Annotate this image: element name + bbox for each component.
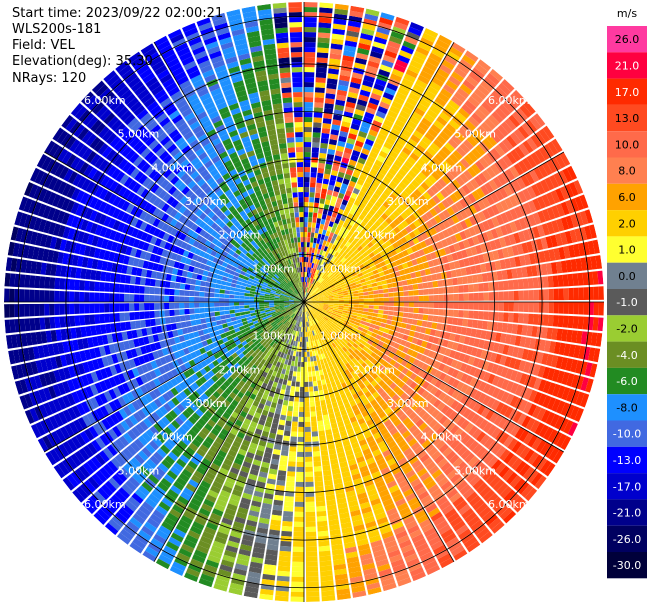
colorbar-swatch	[607, 157, 647, 184]
colorbar-swatch	[607, 394, 647, 421]
range-label: 3.00km	[387, 397, 429, 410]
colorbar-label: 26.0	[615, 33, 640, 46]
range-label: 4.00km	[421, 161, 463, 174]
azimuth-line	[303, 41, 455, 303]
azimuth-line	[43, 151, 305, 303]
range-label: 2.00km	[219, 229, 261, 242]
colorbar-swatch	[607, 52, 647, 79]
colorbar-swatch	[607, 262, 647, 289]
colorbar-label: -8.0	[616, 401, 637, 414]
range-label: 6.00km	[84, 498, 126, 511]
colorbar-label: 21.0	[615, 59, 640, 72]
azimuth-line	[303, 301, 455, 563]
range-label: 5.00km	[454, 464, 496, 477]
colorbar-label: 8.0	[618, 165, 636, 178]
colorbar-swatch	[607, 446, 647, 474]
range-ring-labels: 1.00km 1.00km 1.00km 1.00km 2.00km 2.00km 2.00…	[84, 94, 530, 511]
colorbar-swatch	[607, 420, 647, 447]
range-label: 2.00km	[219, 363, 261, 376]
colorbar-swatch	[607, 499, 647, 526]
start-time: Start time: 2023/09/22 02:00:21	[12, 6, 224, 21]
range-label: 6.00km	[488, 94, 530, 107]
range-label: 4.00km	[151, 431, 193, 444]
colorbar-swatch	[607, 26, 647, 53]
range-label: 5.00km	[454, 128, 496, 141]
colorbar-label: 10.0	[615, 138, 640, 151]
colorbar-swatch	[607, 236, 647, 263]
range-label: 1.00km	[252, 262, 294, 275]
azimuth-line	[153, 41, 305, 303]
colorbar-label: -17.0	[613, 480, 641, 493]
colorbar-label: -30.0	[613, 559, 641, 572]
colorbar-unit: m/s	[617, 7, 637, 20]
colorbar-swatch	[607, 552, 647, 579]
colorbar-label: -21.0	[613, 507, 641, 520]
colorbar-swatch	[607, 289, 647, 316]
colorbar: m/s 26.0 21.0 17.0 13.0 10.0 8.0 6.0 2.0 1.0 0.0 -1…	[607, 7, 647, 579]
colorbar-swatch	[607, 183, 647, 211]
range-label: 3.00km	[185, 195, 227, 208]
azimuth-lines	[4, 2, 604, 602]
azimuth-line	[303, 151, 565, 303]
range-label: 2.00km	[353, 229, 395, 242]
nrays: NRays: 120	[12, 71, 87, 86]
range-label: 5.00km	[118, 464, 160, 477]
colorbar-label: -2.0	[616, 322, 637, 335]
colorbar-label: 2.0	[618, 217, 636, 230]
colorbar-swatch	[607, 210, 647, 237]
colorbar-label: -1.0	[616, 296, 637, 309]
range-label: 1.00km	[252, 330, 294, 343]
colorbar-label: 13.0	[615, 112, 640, 125]
colorbar-swatch	[607, 315, 647, 342]
range-label: 1.00km	[320, 262, 362, 275]
colorbar-label: -26.0	[613, 533, 641, 546]
elevation: Elevation(deg): 35.30	[12, 54, 153, 69]
azimuth-line	[303, 301, 565, 453]
colorbar-label: 17.0	[615, 86, 640, 99]
radar-rays	[4, 2, 604, 602]
azimuth-line	[43, 301, 305, 453]
range-label: 6.00km	[488, 498, 530, 511]
colorbar-label: -4.0	[616, 349, 637, 362]
colorbar-swatch	[607, 341, 647, 368]
colorbar-swatch	[607, 367, 647, 395]
colorbar-swatch	[607, 104, 647, 132]
range-label: 2.00km	[353, 363, 395, 376]
colorbar-label: -10.0	[613, 428, 641, 441]
azimuth-line	[153, 301, 305, 563]
range-label: 4.00km	[151, 161, 193, 174]
colorbar-label: 0.0	[618, 270, 636, 283]
colorbar-label: 6.0	[618, 191, 636, 204]
range-label: 4.00km	[421, 431, 463, 444]
colorbar-label: -6.0	[616, 375, 637, 388]
colorbar-label: 1.0	[618, 244, 636, 257]
field-name: Field: VEL	[12, 38, 75, 53]
colorbar-swatch	[607, 78, 647, 105]
range-label: 3.00km	[185, 397, 227, 410]
colorbar-swatch	[607, 473, 647, 500]
instrument: WLS200s-181	[12, 22, 102, 37]
range-label: 1.00km	[320, 330, 362, 343]
range-label: 3.00km	[387, 195, 429, 208]
colorbar-swatch	[607, 525, 647, 552]
range-label: 6.00km	[84, 94, 126, 107]
colorbar-swatch	[607, 131, 647, 158]
colorbar-label: -13.0	[613, 454, 641, 467]
range-label: 5.00km	[118, 128, 160, 141]
